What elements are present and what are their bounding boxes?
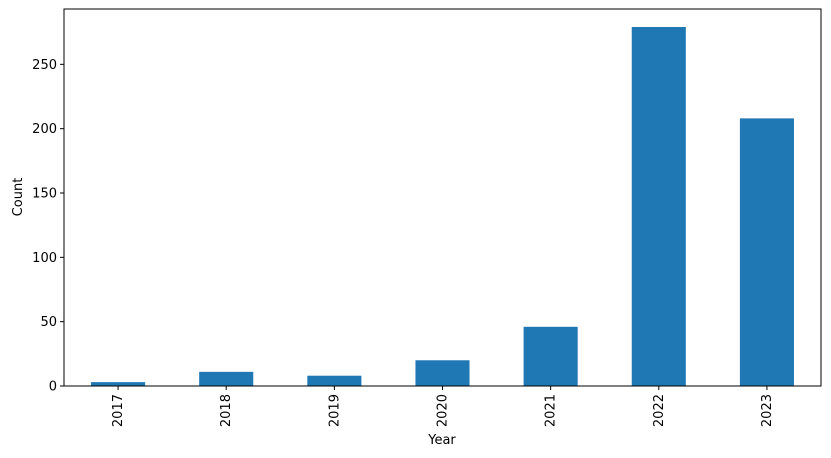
x-tick-label-2017: 2017 xyxy=(111,394,126,427)
bar-2020 xyxy=(415,360,470,386)
bars xyxy=(91,27,794,387)
y-tick-label-250: 250 xyxy=(32,58,57,73)
x-tick-label-2019: 2019 xyxy=(327,394,342,427)
x-tick-label-2022: 2022 xyxy=(652,394,667,427)
plot-frame xyxy=(63,8,822,387)
x-tick-label-2023: 2023 xyxy=(760,394,775,427)
bar-2019 xyxy=(307,375,362,386)
y-tick-label-50: 50 xyxy=(40,315,57,330)
y-tick-label-100: 100 xyxy=(32,251,57,266)
bar-2023 xyxy=(739,118,794,387)
y-axis-ticks: 0 50 100 150 200 250 xyxy=(32,58,64,395)
y-tick-label-200: 200 xyxy=(32,122,57,137)
x-axis-ticks: 2017 2018 2019 2020 2021 2022 2023 xyxy=(111,386,775,427)
x-tick-label-2021: 2021 xyxy=(544,394,559,427)
bar-2021 xyxy=(523,326,578,386)
bar-2017 xyxy=(91,382,146,386)
x-tick-label-2018: 2018 xyxy=(219,394,234,427)
x-axis-label: Year xyxy=(427,433,456,448)
y-tick-label-0: 0 xyxy=(49,380,57,395)
bar-2022 xyxy=(631,27,686,386)
y-axis-label: Count xyxy=(11,178,26,217)
y-tick-label-150: 150 xyxy=(32,186,57,201)
x-tick-label-2020: 2020 xyxy=(436,394,451,427)
bar-2018 xyxy=(199,371,254,386)
